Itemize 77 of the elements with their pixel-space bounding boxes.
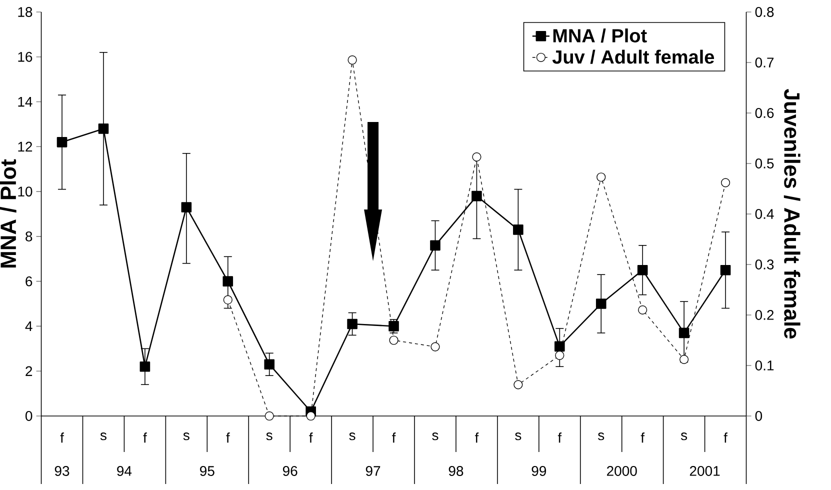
legend-label: Juv / Adult female (552, 50, 714, 64)
point (680, 354, 689, 364)
x-tick-label: s (100, 432, 106, 440)
x-tick-label: f (724, 432, 728, 443)
text: 93 (54, 466, 70, 476)
x-tick-label: s (432, 432, 438, 440)
x-tick-label: f (640, 432, 645, 443)
point (513, 224, 524, 235)
x-tick-label: f (558, 432, 562, 443)
legend-label: MNA / Plot (553, 28, 647, 43)
x-tick-label: f (143, 432, 147, 443)
point (555, 350, 564, 360)
point (638, 305, 648, 314)
point (720, 264, 731, 276)
point (430, 240, 440, 251)
point (264, 359, 275, 370)
y-axis-title: MNA / Plot (0, 159, 16, 268)
x-tick-label: s (515, 432, 522, 440)
text: 2001 (690, 466, 720, 476)
y2-tick-label: 0.8 (755, 7, 774, 17)
y2-tick-label: 0 (755, 411, 762, 421)
point (678, 328, 690, 338)
y2-tick-label: 0.2 (755, 310, 774, 320)
point (637, 264, 648, 276)
point (348, 55, 357, 65)
x-tick-label: s (349, 432, 356, 440)
y-tick-label: 18 (18, 7, 32, 17)
point (56, 137, 68, 148)
text: 95 (200, 466, 214, 476)
y-tick-label: 14 (18, 96, 32, 107)
point (596, 172, 606, 182)
y-tick-label: 2 (26, 366, 32, 376)
text: 97 (366, 466, 380, 476)
x-tick-label: s (183, 432, 190, 440)
point (222, 276, 234, 286)
y2-tick-label: 0.6 (755, 108, 774, 118)
text: 96 (282, 466, 298, 476)
point (140, 361, 150, 372)
text: 2000 (606, 466, 637, 476)
y-tick-label: 6 (26, 276, 32, 286)
x-tick-label: f (392, 432, 396, 443)
x-tick-label: s (598, 432, 604, 440)
x-tick-label: f (309, 432, 313, 443)
x-tick-label: s (680, 432, 688, 440)
y2-tick-label: 0.5 (755, 158, 774, 168)
point (264, 411, 274, 421)
text: 99 (532, 466, 546, 476)
x-tick-label: f (60, 432, 64, 443)
y-tick-label: 4 (25, 321, 32, 332)
y-tick-label: 16 (18, 52, 32, 62)
point (98, 124, 109, 134)
y-tick-label: 12 (18, 142, 32, 152)
y2-axis-title: Juveniles / Adult female (784, 89, 800, 339)
point (596, 298, 606, 309)
point (472, 190, 482, 202)
point (514, 380, 523, 390)
point (472, 152, 482, 162)
text: 94 (117, 466, 132, 476)
point (306, 411, 316, 421)
point (554, 341, 565, 352)
y2-tick-label: 0.3 (755, 260, 774, 270)
point (347, 318, 358, 330)
point (223, 295, 232, 304)
x-tick-label: f (226, 432, 230, 443)
y-tick-label: 8 (26, 231, 32, 242)
x-tick-label: f (474, 432, 479, 443)
y2-tick-label: 0.7 (755, 58, 774, 68)
y-tick-label: 0 (26, 411, 32, 421)
x-tick-label: s (266, 432, 272, 440)
point (430, 342, 440, 352)
point (389, 336, 398, 345)
point (181, 202, 192, 212)
y-tick-label: 10 (18, 186, 32, 197)
point (720, 178, 730, 188)
y2-tick-label: 0.1 (755, 360, 774, 370)
y2-tick-label: 0.4 (755, 209, 774, 219)
text: 98 (448, 466, 464, 476)
